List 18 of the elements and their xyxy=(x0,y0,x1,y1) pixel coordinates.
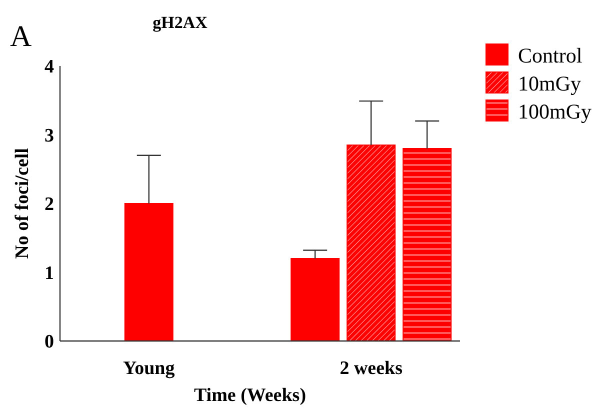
y-axis-title: No of foci/cell xyxy=(12,148,33,259)
bar xyxy=(346,144,396,342)
y-tick-label: 1 xyxy=(44,262,54,284)
chart-title: gH2AX xyxy=(152,13,208,32)
legend-label: 100mGy xyxy=(518,99,592,124)
y-tick-label: 2 xyxy=(44,194,54,216)
x-tick-label: Young xyxy=(123,358,176,379)
bar xyxy=(124,203,174,342)
y-tick-label: 3 xyxy=(44,125,54,146)
bar xyxy=(290,258,340,342)
y-tick-label: 0 xyxy=(44,332,54,353)
x-axis-title: Time (Weeks) xyxy=(194,385,306,406)
y-tick-label: 4 xyxy=(44,56,54,78)
text: A xyxy=(10,20,32,53)
x-tick-label: 2 weeks xyxy=(340,358,403,379)
legend-label: 10mGy xyxy=(518,71,582,96)
legend-label: Control xyxy=(518,43,582,68)
bar xyxy=(402,148,452,342)
